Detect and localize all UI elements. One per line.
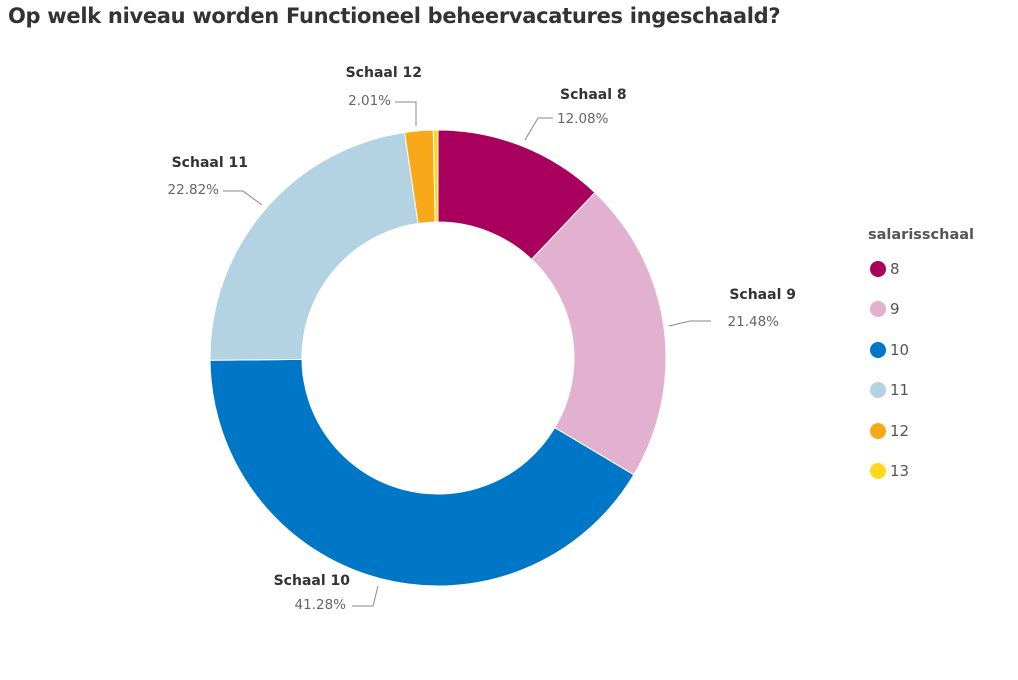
legend-label: 8 — [890, 260, 900, 278]
legend-dot-icon — [870, 422, 886, 439]
legend-dot-icon — [870, 463, 886, 479]
leader-line-schaal-12 — [395, 101, 417, 126]
percent-label-schaal-8: 12.08% — [557, 111, 609, 127]
legend-label: 13 — [890, 462, 910, 480]
legend-dot-icon — [870, 261, 886, 277]
percent-label-schaal-9: 21.48% — [727, 314, 779, 330]
percent-label-schaal-12: 2.01% — [348, 93, 391, 109]
legend-title: salarisschaal — [868, 227, 975, 243]
slice-label-schaal-12: Schaal 12 — [345, 65, 422, 81]
legend-label: 11 — [890, 381, 910, 400]
legend-item-12[interactable]: 12 — [870, 421, 909, 441]
legend-item-13[interactable]: 13 — [870, 461, 909, 481]
legend-item-8[interactable]: 8 — [870, 259, 900, 279]
leader-line-schaal-8 — [524, 117, 553, 141]
legend-item-11[interactable]: 11 — [870, 380, 909, 400]
leader-line-schaal-9 — [668, 320, 711, 327]
slice-label-schaal-10: Schaal 10 — [273, 573, 350, 589]
percent-label-schaal-10: 41.28% — [294, 597, 346, 613]
donut-slice-9[interactable] — [530, 191, 667, 476]
slice-label-schaal-8: Schaal 8 — [560, 87, 627, 103]
slice-label-schaal-11: Schaal 11 — [171, 155, 248, 171]
legend-dot-icon — [870, 341, 886, 358]
percent-label-schaal-11: 22.82% — [167, 182, 219, 198]
legend-item-10[interactable]: 10 — [870, 340, 909, 360]
donut-slice-11[interactable] — [209, 131, 419, 361]
legend-label: 10 — [890, 340, 910, 359]
chart-title: Op welk niveau worden Functioneel beheer… — [8, 4, 781, 28]
legend-label: 9 — [890, 300, 900, 319]
donut-slice-10[interactable] — [209, 358, 635, 587]
legend-dot-icon — [870, 382, 886, 399]
donut-slice-13[interactable] — [432, 129, 439, 223]
slice-label-schaal-9: Schaal 9 — [729, 287, 796, 303]
leader-line-schaal-10 — [352, 585, 379, 607]
legend-label: 12 — [890, 421, 910, 440]
legend-dot-icon — [870, 301, 886, 318]
legend-item-9[interactable]: 9 — [870, 299, 900, 319]
leader-line-schaal-11 — [223, 190, 263, 206]
